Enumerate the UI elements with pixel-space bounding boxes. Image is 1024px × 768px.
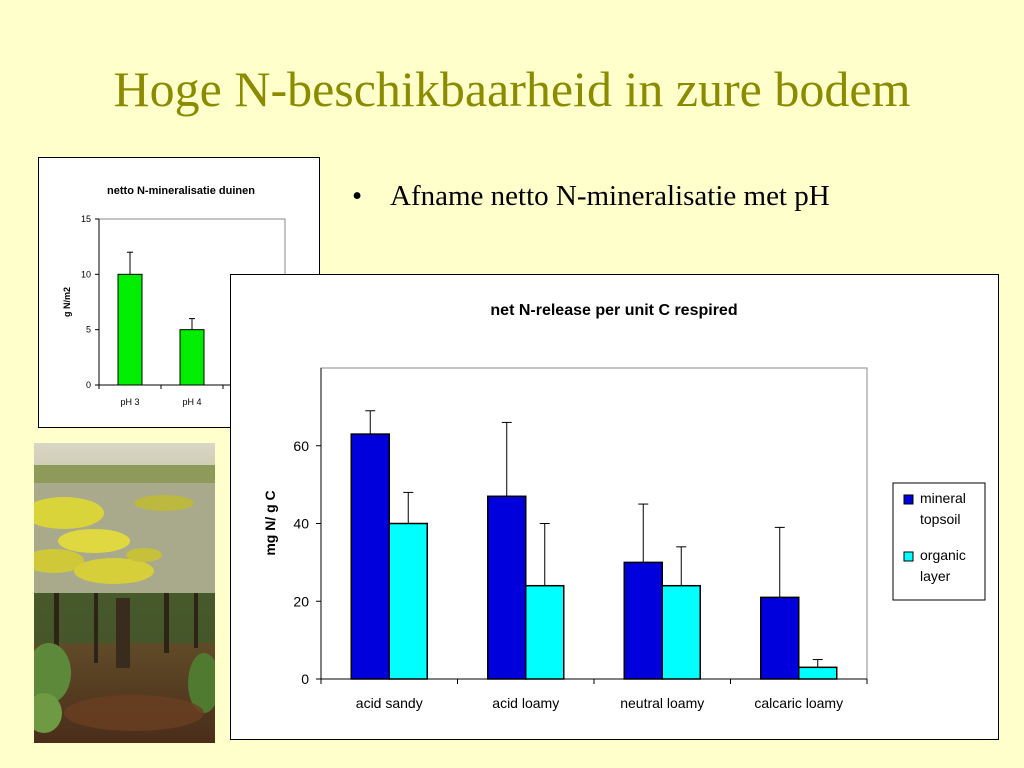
landscape-photo [34, 443, 215, 743]
chart-n-release-svg: net N-release per unit C respired 0 20 40 60… [262, 302, 986, 711]
legend-label: organic [920, 547, 966, 563]
x-tick-label: pH 4 [182, 397, 201, 407]
x-tick-label: neutral loamy [620, 695, 704, 711]
bar [623, 561, 663, 680]
x-tick-label: calcaric loamy [754, 695, 843, 711]
slide-title: Hoge N-beschikbaarheid in zure bodem [113, 61, 911, 117]
y-tick-label: 5 [86, 325, 91, 335]
y-tick-label: 0 [301, 671, 309, 687]
legend-swatch [903, 494, 914, 505]
bar [661, 584, 701, 680]
chart-title: net N-release per unit C respired [490, 302, 737, 319]
bullet-text: Afname netto N-mineralisatie met pH [390, 180, 830, 212]
x-tick-label: acid sandy [356, 695, 423, 711]
bar [487, 495, 527, 680]
chart-title: netto N-mineralisatie duinen [107, 185, 255, 197]
x-tick-label: pH 3 [120, 397, 139, 407]
legend-label: layer [920, 568, 951, 584]
chart-n-release: net N-release per unit C respired 0 20 40 60… [230, 274, 999, 740]
y-tick-label: 40 [293, 516, 309, 532]
legend-label: topsoil [920, 511, 960, 527]
y-axis-label: g N/m2 [62, 287, 72, 317]
bar [798, 666, 838, 680]
y-tick-label: 0 [86, 380, 91, 390]
bar [350, 433, 390, 680]
y-tick-label: 10 [81, 269, 91, 279]
y-axis-label: mg N/ g C [262, 490, 278, 555]
x-tick-label: acid loamy [492, 695, 559, 711]
y-tick-label: 15 [81, 214, 91, 224]
bar [179, 329, 205, 386]
bullet-dot: • [352, 180, 363, 212]
forest-photo-image [34, 443, 215, 743]
legend-swatch [903, 551, 914, 562]
bar [117, 273, 143, 386]
bar [760, 596, 800, 680]
y-tick-label: 60 [293, 438, 309, 454]
y-tick-label: 20 [293, 593, 309, 609]
legend-box [892, 482, 986, 601]
bullet-item: • Afname netto N-mineralisatie met pH [352, 180, 830, 213]
bar [525, 584, 565, 680]
legend-label: mineral [920, 490, 966, 506]
bar [388, 522, 428, 680]
